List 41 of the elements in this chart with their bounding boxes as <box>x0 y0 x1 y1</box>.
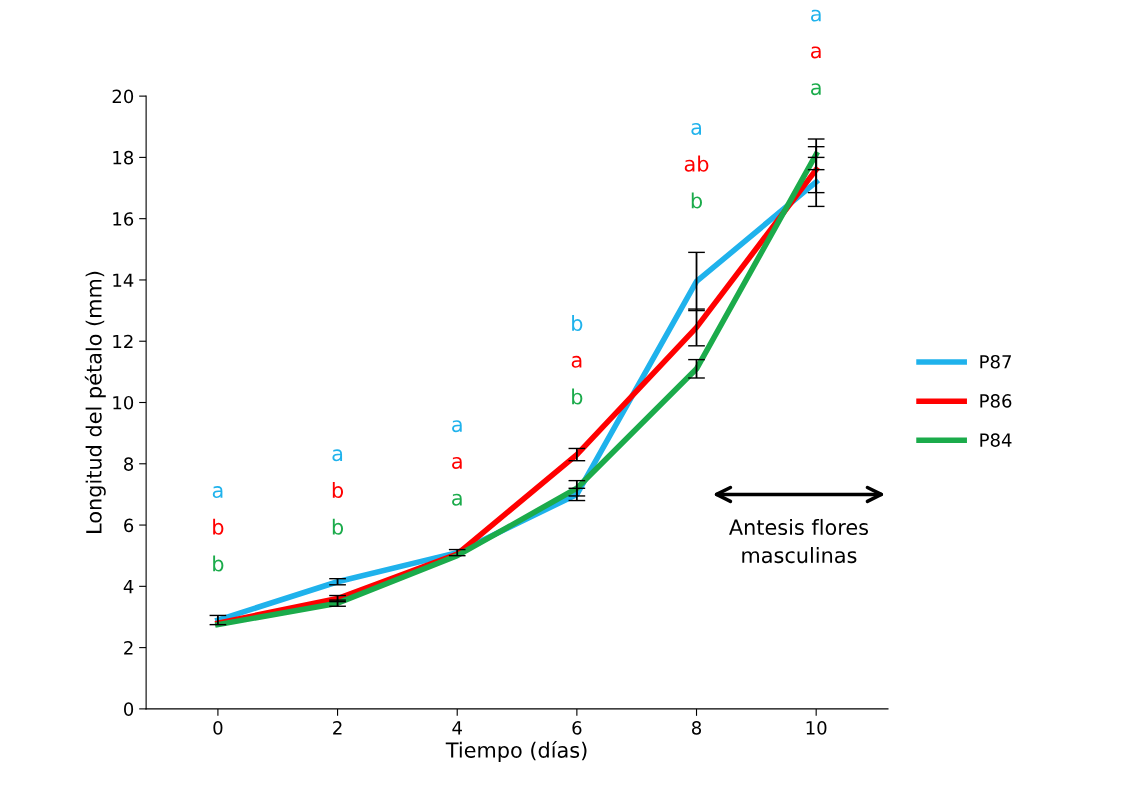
text: a <box>811 46 821 59</box>
annotation: b <box>332 518 344 535</box>
y-tick-label: 16 <box>113 212 134 226</box>
x-tick-label: 6 <box>572 721 582 735</box>
annotation: ab <box>684 155 709 172</box>
x-tick-label: 10 <box>806 721 827 735</box>
y-tick-label: 0 <box>124 702 134 716</box>
x-tick-label: 8 <box>692 721 702 735</box>
text: a <box>811 9 821 22</box>
annotation: a <box>571 355 582 368</box>
annotation: a <box>452 493 462 506</box>
y-tick-label: 4 <box>123 580 134 594</box>
y-tick-label: 18 <box>113 150 134 165</box>
annotation: b <box>572 388 583 405</box>
legend-label: P86 <box>980 394 1012 408</box>
y-tick-label: 20 <box>112 89 134 104</box>
y-tick-label: 12 <box>113 334 133 349</box>
annotation: b <box>572 314 583 332</box>
y-tick-label: 14 <box>113 273 134 287</box>
x-tick-label: 4 <box>452 721 462 735</box>
legend-label: P84 <box>980 433 1012 447</box>
annotation: b <box>332 481 344 499</box>
x-axis-title: Tiempo (días) <box>445 740 587 762</box>
annotation: a <box>452 420 462 433</box>
annotation: a <box>452 456 462 469</box>
annotation: a <box>212 486 223 499</box>
annotation: a <box>332 449 343 462</box>
annotation: b <box>691 192 702 209</box>
y-tick-label: 2 <box>124 641 133 655</box>
annotation: a <box>691 123 702 135</box>
text: a <box>811 83 821 96</box>
annotation: b <box>213 555 224 572</box>
legend-label: P87 <box>980 354 1011 369</box>
y-tick-label: 10 <box>113 395 134 410</box>
x-tick-label: 0 <box>213 721 223 735</box>
x-tick-label: 2 <box>333 721 342 735</box>
y-axis-title: Longitud del pétalo (mm) <box>84 271 106 533</box>
y-tick-label: 6 <box>124 518 134 533</box>
annotation: Antesis flores masculinas <box>729 518 869 564</box>
annotation: b <box>213 518 224 535</box>
y-tick-label: 8 <box>124 457 134 471</box>
